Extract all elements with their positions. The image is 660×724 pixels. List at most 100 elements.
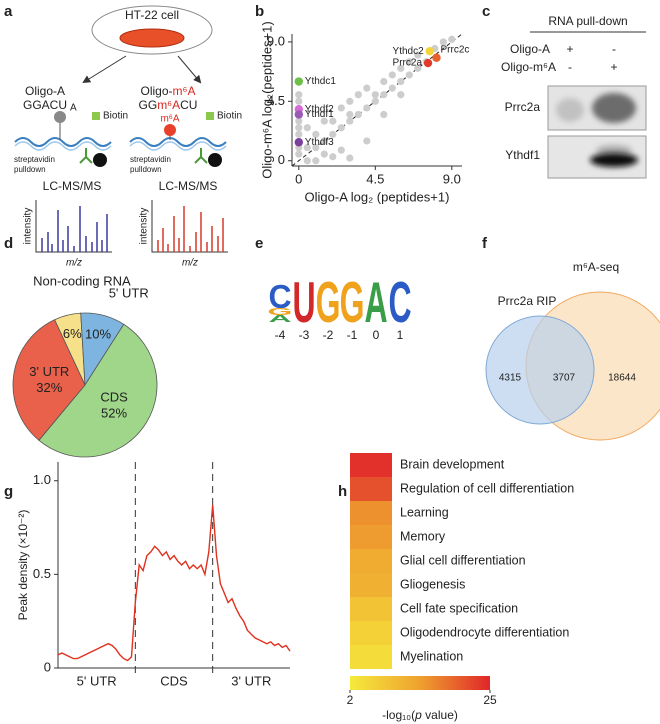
point (312, 130, 320, 138)
point (354, 110, 362, 119)
point-label: Ythdf2 (305, 104, 334, 115)
oligo-label: Oligo-A (25, 84, 65, 98)
count: 4315 (499, 373, 522, 384)
heat-cell (350, 573, 392, 597)
position-label: -3 (299, 328, 310, 342)
axis-label: intensity (23, 208, 34, 245)
lane-sign: - (568, 60, 572, 74)
panel-d: d (4, 235, 13, 252)
cells (119, 28, 185, 48)
text: m⁶A (157, 98, 180, 112)
point (295, 150, 303, 158)
point (329, 153, 337, 161)
point (320, 150, 328, 158)
oligo-label: Oligo-m⁶A (141, 84, 196, 98)
lane-sign: - (612, 42, 616, 56)
pulldown-label: pulldown (14, 165, 46, 174)
logo-letter: C (268, 279, 291, 316)
value-label: 6% (63, 326, 82, 341)
panel-label: b (255, 3, 264, 20)
region-label: 5' UTR (77, 673, 117, 688)
y-axis-label: Oligo-m⁶A log₂(peptides+1) (259, 21, 274, 178)
panel-g: g (4, 483, 13, 500)
y-axis-label: Peak density (×10⁻²) (16, 510, 30, 621)
axis-label: m/z (182, 258, 198, 269)
x-tick-label: 4.5 (366, 171, 384, 186)
pulldown-label: pulldown (130, 165, 162, 174)
text: p (414, 708, 422, 722)
text: m⁶A (173, 84, 196, 98)
point (405, 71, 413, 79)
point (388, 84, 396, 92)
slice-label: Non-coding RNA (33, 273, 131, 288)
term-label: Cell fate specification (400, 601, 518, 615)
position-label: -2 (323, 328, 334, 342)
spectrum (41, 206, 108, 252)
colorbar-label: -log₁₀(p value) (382, 708, 458, 722)
highlight-point (294, 77, 303, 86)
panel-label: a (4, 3, 13, 20)
y-tick-label: 0 (278, 152, 285, 167)
band (556, 98, 584, 122)
rna (14, 137, 112, 147)
bead (208, 153, 222, 167)
point (354, 91, 362, 99)
streptavidin (79, 148, 93, 164)
count: 18644 (608, 373, 636, 384)
blot-label: Ythdf1 (505, 148, 540, 162)
point (303, 124, 311, 132)
point (405, 58, 413, 66)
point (448, 35, 456, 43)
point-label: Prrc2c (441, 44, 470, 55)
x-tick-label: 0 (295, 171, 302, 186)
point (295, 91, 303, 99)
base-label: A (70, 103, 77, 114)
panel-label: g (4, 483, 13, 500)
value-label: 10% (85, 326, 111, 341)
row-label: Oligo-A (510, 42, 550, 56)
mod-label: m⁶A (160, 114, 179, 125)
point (371, 97, 379, 105)
logo-letter: G (268, 307, 293, 318)
colorbar-tick-label: 25 (483, 693, 497, 707)
term-label: Myelination (400, 649, 463, 663)
y-tick-label: 0.5 (33, 566, 51, 581)
panel-c: c RNA pull-down Oligo-A + - Oligo-m⁶A - … (482, 3, 647, 179)
point-label: Ythdf1 (305, 109, 334, 120)
point-label: Ythdc1 (305, 76, 337, 87)
highlight-point (432, 53, 441, 62)
term-label: Regulation of cell differentiation (400, 481, 574, 495)
heat-cell (350, 621, 392, 645)
panel-h: h (338, 483, 347, 500)
pie-slice (38, 323, 158, 458)
set-label: Prrc2a RIP (498, 294, 557, 308)
set-label: m⁶A-seq (573, 260, 619, 274)
point (295, 124, 303, 132)
lane-sign: + (610, 60, 617, 74)
point (329, 117, 337, 125)
heat-cell (350, 525, 392, 549)
colorbar-tick-label: 2 (347, 693, 354, 707)
spectrum (157, 206, 224, 252)
method-label: LC-MS/MS (159, 179, 218, 193)
point (320, 117, 328, 125)
region-label: CDS (160, 673, 188, 688)
logo-letter: A (268, 314, 291, 325)
blot-title: RNA pull-down (548, 14, 627, 28)
point (414, 51, 422, 59)
point (337, 124, 345, 132)
panel-f: f Prrc2a RIP m⁶A-seq 4315 3707 18644 (482, 235, 660, 441)
highlight-point (423, 58, 433, 68)
point (363, 84, 371, 92)
point-label: Ythdc2 (393, 46, 425, 57)
panel-label: d (4, 235, 13, 252)
point (388, 71, 396, 79)
pulldown-label: streptavidin (130, 155, 171, 164)
point (320, 137, 328, 145)
point (329, 130, 337, 138)
band (596, 145, 632, 155)
point (303, 157, 311, 165)
point (363, 137, 371, 145)
point (312, 157, 320, 165)
point (397, 64, 405, 72)
